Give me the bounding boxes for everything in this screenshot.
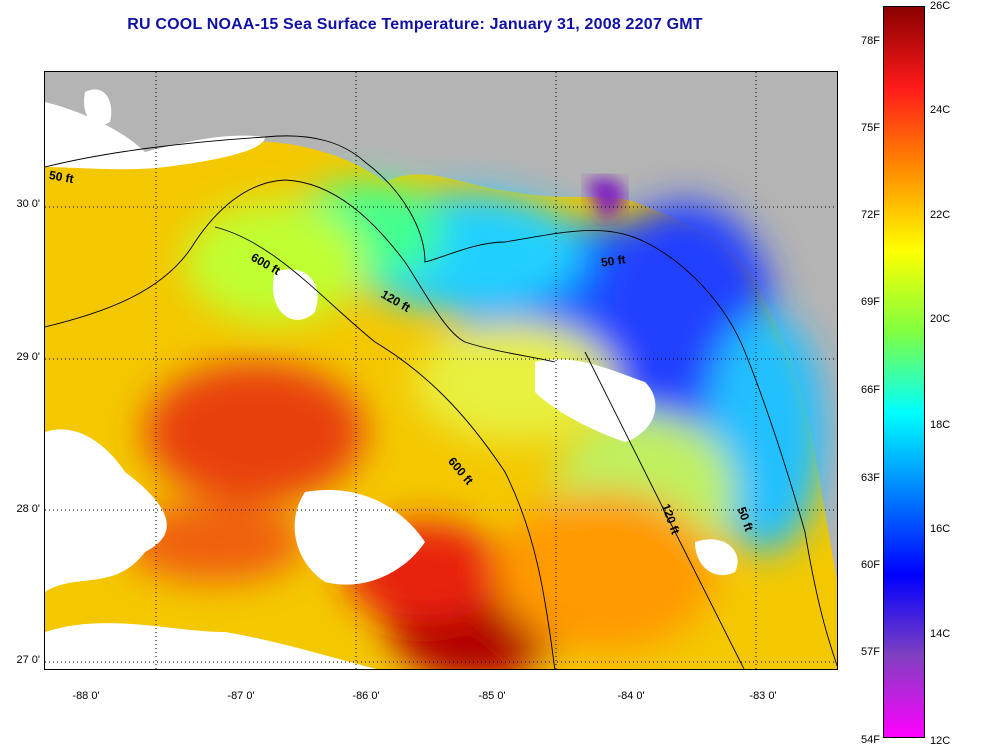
cloud-mask — [45, 89, 738, 669]
cold-patch — [585, 178, 625, 222]
lat-tick-label: 29 0' — [16, 351, 40, 363]
lon-tick-label: -83 0' — [749, 690, 777, 702]
colorbar-f-label: 60F — [861, 559, 880, 571]
colorbar-c-label: 14C — [930, 628, 951, 640]
lon-tick-label: -85 0' — [478, 690, 506, 702]
colorbar-c-label: 12C — [930, 735, 951, 747]
lat-tick-label: 27 0' — [16, 654, 40, 666]
map-title: RU COOL NOAA-15 Sea Surface Temperature:… — [127, 16, 703, 33]
colorbar-f-label: 72F — [861, 209, 880, 221]
temperature-colorbar — [883, 6, 925, 738]
colorbar-f-label: 78F — [861, 35, 880, 47]
colorbar-c-label: 26C — [930, 0, 951, 12]
lat-tick-label: 30 0' — [16, 198, 40, 210]
colorbar-c-label: 24C — [930, 104, 951, 116]
colorbar-c-label: 20C — [930, 313, 951, 325]
graticule — [45, 72, 837, 669]
colorbar-c-label: 16C — [930, 523, 951, 535]
colorbar-c-label: 22C — [930, 209, 951, 221]
colorbar-f-label: 54F — [861, 734, 880, 746]
lon-tick-label: -87 0' — [227, 690, 255, 702]
lon-tick-label: -84 0' — [617, 690, 645, 702]
colorbar-f-label: 75F — [861, 122, 880, 134]
colorbar-c-label: 18C — [930, 419, 951, 431]
lon-tick-label: -88 0' — [72, 690, 100, 702]
isobath-lines — [45, 135, 837, 669]
colorbar-f-label: 63F — [861, 472, 880, 484]
colorbar-f-label: 57F — [861, 646, 880, 658]
lon-tick-label: -86 0' — [352, 690, 380, 702]
sst-map[interactable]: 50 ft 600 ft 120 ft 50 ft 600 ft 120 ft … — [44, 71, 838, 670]
colorbar-f-label: 69F — [861, 296, 880, 308]
sst-map-canvas — [45, 72, 837, 669]
lat-tick-label: 28 0' — [16, 503, 40, 515]
colorbar-f-label: 66F — [861, 384, 880, 396]
